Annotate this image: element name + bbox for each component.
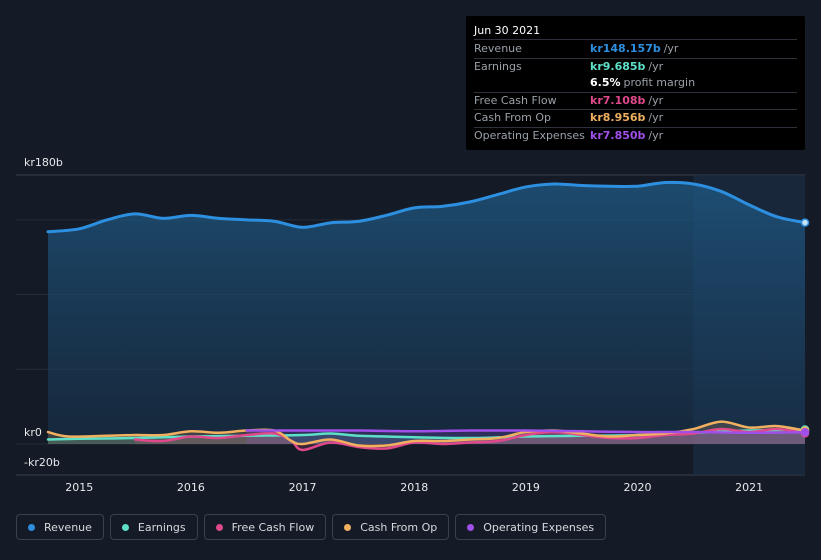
legend-item-free-cash-flow[interactable]: Free Cash Flow xyxy=(203,514,327,540)
legend-label: Cash From Op xyxy=(360,520,438,534)
series-line-operating-expenses xyxy=(245,429,807,435)
legend-label: Free Cash Flow xyxy=(231,520,315,534)
x-tick-label: 2019 xyxy=(512,481,540,494)
series-end-point-revenue xyxy=(800,218,810,227)
tooltip-unit: /yr xyxy=(648,93,664,107)
legend-label: Operating Expenses xyxy=(483,520,595,534)
tooltip-row-cash-from-op: Cash From Op kr8.956b /yr xyxy=(474,110,797,128)
x-tick-label: 2020 xyxy=(624,481,652,494)
y-tick-label-zero: kr0 xyxy=(24,426,42,439)
tooltip-row-free-cash-flow: Free Cash Flow kr7.108b /yr xyxy=(474,93,797,110)
tooltip-value: kr7.850b xyxy=(590,128,646,142)
tooltip-row-profit-margin: 6.5% profit margin xyxy=(474,75,797,93)
tooltip-value: kr148.157b xyxy=(590,42,661,55)
series-line-free-cash-flow xyxy=(133,427,807,452)
x-tick-label: 2015 xyxy=(65,481,93,494)
tooltip-label: Revenue xyxy=(474,42,522,55)
legend-label: Earnings xyxy=(137,520,186,534)
series-area-revenue xyxy=(48,182,805,445)
legend-item-revenue[interactable]: Revenue xyxy=(16,514,104,540)
tooltip-unit: /yr xyxy=(663,42,679,55)
legend-dot-icon xyxy=(467,523,475,531)
legend-dot-icon xyxy=(344,523,352,531)
legend-label: Revenue xyxy=(44,520,92,534)
chart-area: 2015 2016 2017 2018 2019 2020 2021 xyxy=(16,174,810,494)
tooltip-unit: /yr xyxy=(648,128,664,142)
legend-dot-icon xyxy=(28,523,35,531)
x-tick-label: 2018 xyxy=(400,481,428,494)
y-tick-label-top: kr180b xyxy=(24,156,63,169)
x-tick-label: 2017 xyxy=(289,481,317,494)
tooltip-value: 6.5% xyxy=(590,76,621,89)
tooltip-row-earnings: Earnings kr9.685b /yr xyxy=(474,59,797,76)
x-tick-label: 2021 xyxy=(735,481,763,494)
tooltip-row-operating-expenses: Operating Expenses kr7.850b /yr xyxy=(474,128,797,145)
tooltip-unit: profit margin xyxy=(623,76,696,89)
tooltip-label: Cash From Op xyxy=(474,111,552,124)
series-area-earnings xyxy=(48,429,805,444)
tooltip-row-revenue: Revenue kr148.157b /yr xyxy=(474,41,797,59)
chart-legend: Revenue Earnings Free Cash Flow Cash Fro… xyxy=(16,514,607,540)
tooltip-date: Jun 30 2021 xyxy=(474,23,797,40)
legend-item-operating-expenses[interactable]: Operating Expenses xyxy=(455,514,607,540)
legend-item-earnings[interactable]: Earnings xyxy=(109,514,198,540)
series-end-point-operating-expenses xyxy=(800,428,810,437)
tooltip-value: kr9.685b xyxy=(590,59,646,73)
tooltip-label xyxy=(474,75,590,92)
tooltip-unit: /yr xyxy=(648,59,664,73)
tooltip-unit: /yr xyxy=(648,111,664,124)
tooltip-label: Earnings xyxy=(474,59,522,73)
tooltip-value: kr8.956b xyxy=(590,111,646,124)
legend-dot-icon xyxy=(121,523,129,531)
y-tick-label-bottom: -kr20b xyxy=(24,456,60,469)
series-line-revenue xyxy=(46,180,807,234)
series-area-cash-from-op xyxy=(48,421,805,447)
legend-dot-icon xyxy=(215,523,223,531)
chart-tooltip: Jun 30 2021 Revenue kr148.157b /yr Earni… xyxy=(466,16,805,150)
legend-item-cash-from-op[interactable]: Cash From Op xyxy=(332,514,450,540)
tooltip-value: kr7.108b xyxy=(590,93,646,107)
tooltip-label: Free Cash Flow xyxy=(474,93,557,107)
x-tick-label: 2016 xyxy=(177,481,205,494)
tooltip-label: Operating Expenses xyxy=(474,128,585,142)
